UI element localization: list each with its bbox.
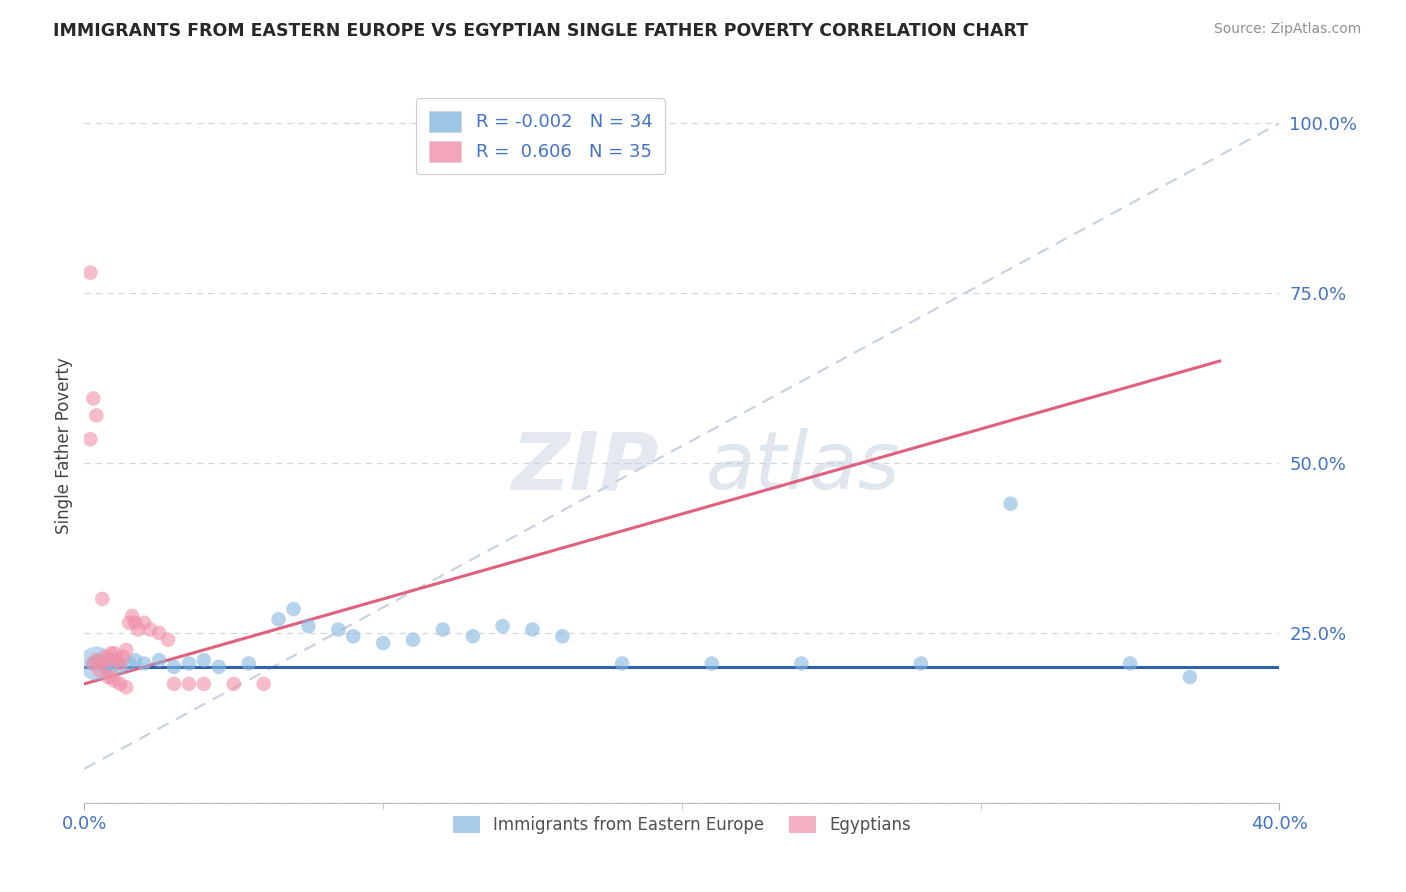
Point: [94, 649, 117, 664]
Point: [402, 632, 425, 647]
Point: [118, 657, 141, 671]
Point: [297, 619, 319, 633]
Point: [112, 649, 135, 664]
Point: [103, 646, 125, 660]
Point: [253, 677, 276, 691]
Point: [110, 677, 132, 691]
Point: [79, 432, 101, 446]
Point: [461, 629, 484, 643]
Point: [551, 629, 574, 643]
Point: [100, 646, 122, 660]
Point: [283, 602, 305, 616]
Point: [86, 409, 108, 423]
Point: [222, 677, 245, 691]
Point: [100, 670, 122, 684]
Point: [432, 623, 454, 637]
Point: [79, 266, 101, 280]
Point: [91, 657, 114, 671]
Point: [163, 677, 186, 691]
Point: [86, 653, 108, 667]
Point: [115, 680, 138, 694]
Point: [124, 653, 146, 667]
Point: [267, 612, 290, 626]
Point: [105, 653, 128, 667]
Point: [132, 615, 156, 630]
Point: [89, 663, 111, 677]
Point: [177, 677, 200, 691]
Point: [208, 660, 231, 674]
Text: IMMIGRANTS FROM EASTERN EUROPE VS EGYPTIAN SINGLE FATHER POVERTY CORRELATION CHA: IMMIGRANTS FROM EASTERN EUROPE VS EGYPTI…: [53, 22, 1029, 40]
Point: [328, 623, 350, 637]
Point: [1178, 670, 1201, 684]
Text: atlas: atlas: [706, 428, 901, 507]
Point: [157, 632, 180, 647]
Text: Source: ZipAtlas.com: Source: ZipAtlas.com: [1213, 22, 1361, 37]
Point: [82, 657, 104, 671]
Point: [89, 653, 111, 667]
Point: [177, 657, 200, 671]
Point: [97, 653, 120, 667]
Point: [97, 670, 120, 684]
Point: [82, 392, 104, 406]
Point: [522, 623, 544, 637]
Text: ZIP: ZIP: [510, 428, 658, 507]
Point: [82, 657, 104, 671]
Point: [127, 623, 149, 637]
Point: [103, 653, 125, 667]
Point: [790, 657, 813, 671]
Point: [110, 660, 132, 674]
Point: [121, 608, 143, 623]
Point: [700, 657, 723, 671]
Point: [193, 677, 215, 691]
Point: [163, 660, 186, 674]
Point: [193, 653, 215, 667]
Point: [124, 615, 146, 630]
Point: [612, 657, 634, 671]
Point: [110, 657, 132, 671]
Point: [103, 673, 125, 688]
Point: [132, 657, 156, 671]
Point: [100, 660, 122, 674]
Point: [139, 623, 162, 637]
Point: [1119, 657, 1142, 671]
Point: [148, 626, 170, 640]
Point: [86, 657, 108, 671]
Point: [148, 653, 170, 667]
Point: [373, 636, 395, 650]
Point: [94, 660, 117, 674]
Point: [115, 643, 138, 657]
Point: [910, 657, 932, 671]
Point: [492, 619, 515, 633]
Point: [91, 591, 114, 606]
Point: [238, 657, 260, 671]
Legend: Immigrants from Eastern Europe, Egyptians: Immigrants from Eastern Europe, Egyptian…: [446, 809, 918, 841]
Point: [342, 629, 364, 643]
Point: [118, 615, 141, 630]
Y-axis label: Single Father Poverty: Single Father Poverty: [55, 358, 73, 534]
Point: [1000, 497, 1022, 511]
